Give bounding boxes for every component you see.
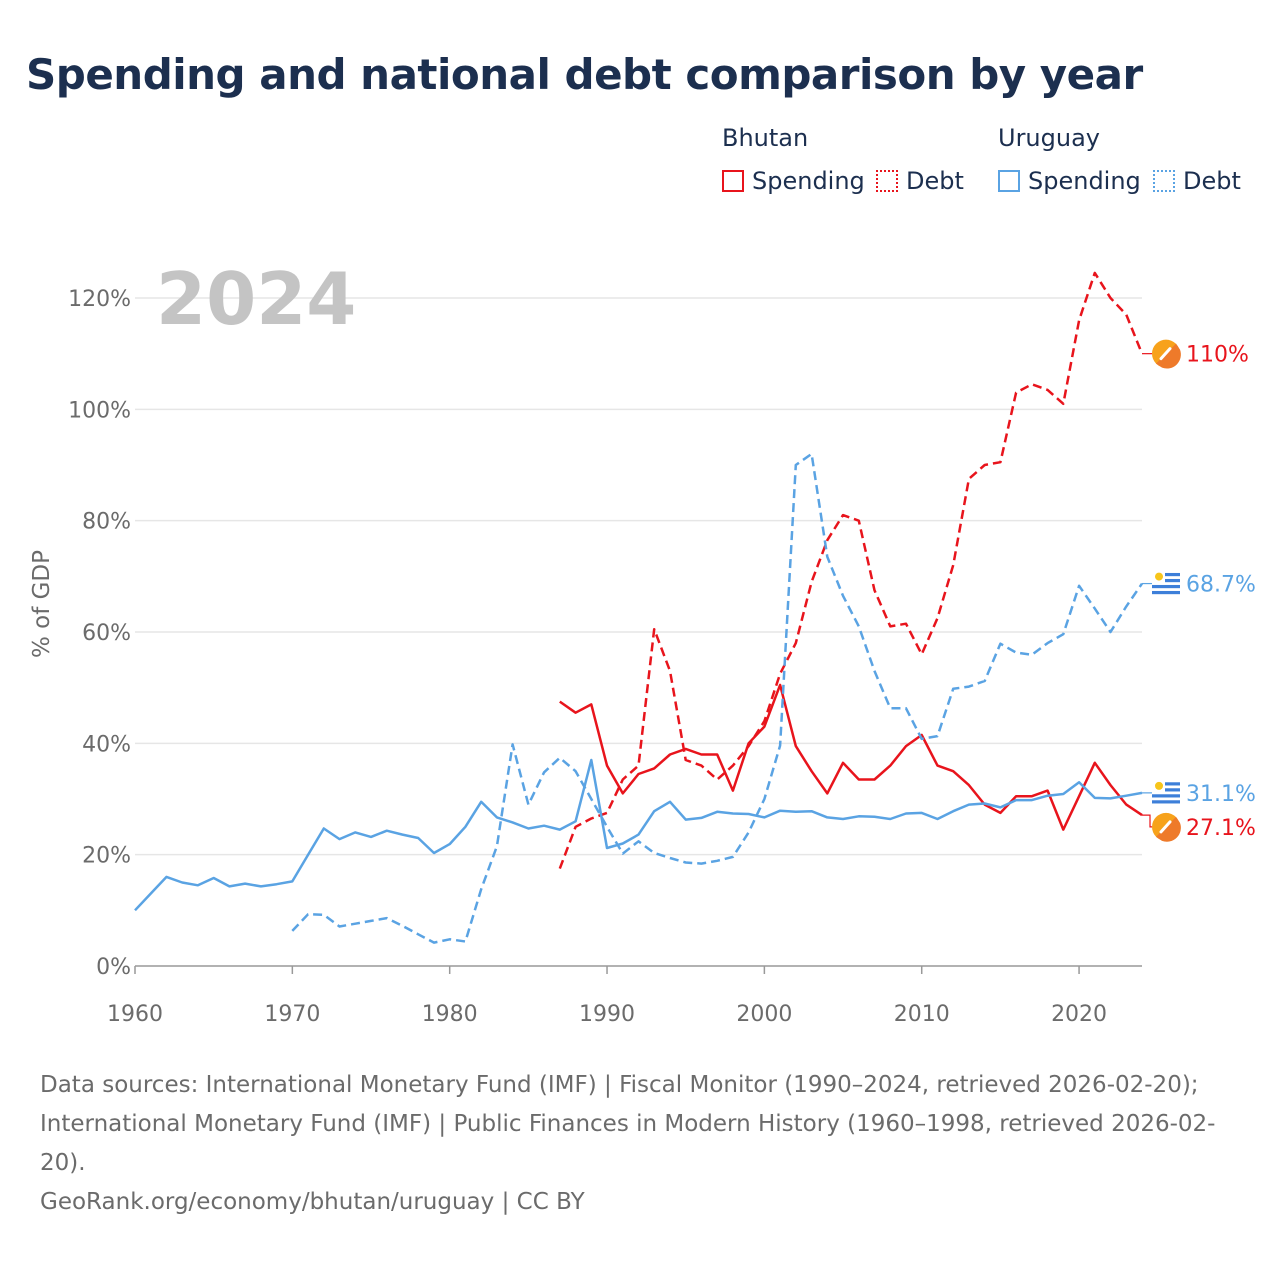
- y-tick-label: 40%: [82, 732, 131, 757]
- end-label-leader: [1142, 814, 1152, 828]
- chart-title: Spending and national debt comparison by…: [26, 50, 1143, 99]
- legend-swatch-solid-icon: [998, 170, 1020, 192]
- uruguay-flag-icon: [1152, 569, 1180, 598]
- legend-label: Spending: [752, 167, 865, 195]
- y-tick-label: 100%: [68, 398, 131, 423]
- x-tick-label: 2020: [1051, 1002, 1107, 1027]
- x-tick-label: 2010: [894, 1002, 950, 1027]
- x-tick-label: 1980: [422, 1002, 478, 1027]
- data-sources: Data sources: International Monetary Fun…: [40, 1066, 1240, 1222]
- legend-country-bhutan: Bhutan: [722, 124, 809, 152]
- line-chart: 2024 0% 20% 40% 60% 80% 100% 120% 1960 1970 1980…: [29, 257, 1256, 1027]
- y-tick-label: 60%: [82, 621, 131, 646]
- sources-link[interactable]: GeoRank.org/economy/bhutan/uruguay | CC …: [40, 1189, 585, 1215]
- legend-swatch-dotted-icon: [876, 170, 898, 192]
- series-lines: [134, 271, 1144, 944]
- series-line-uruguay-spending: [134, 758, 1143, 912]
- uruguay-flag-icon: [1152, 778, 1180, 807]
- end-value-label: 110%: [1186, 343, 1249, 368]
- x-tick-label: 1990: [579, 1002, 635, 1027]
- y-tick-label: 0%: [96, 955, 131, 980]
- y-tick-label: 120%: [68, 287, 131, 312]
- legend-uruguay-debt[interactable]: Debt: [1153, 166, 1241, 196]
- y-tick-label: 80%: [82, 510, 131, 535]
- end-value-label: 68.7%: [1186, 573, 1256, 598]
- legend-swatch-solid-icon: [722, 170, 744, 192]
- end-labels: 110% 68.7% 31.1% 27.1%: [1142, 339, 1256, 842]
- bhutan-flag-icon: [1152, 339, 1181, 369]
- legend-bhutan-debt[interactable]: Debt: [876, 166, 964, 196]
- x-axis-ticks: 1960 1970 1980 1990 2000 2010 2020: [107, 966, 1107, 1027]
- bhutan-flag-icon: [1152, 812, 1181, 842]
- y-axis-label: % of GDP: [29, 550, 55, 658]
- legend-label: Debt: [906, 167, 964, 195]
- x-tick-label: 1960: [107, 1002, 163, 1027]
- legend-country-uruguay: Uruguay: [998, 124, 1100, 152]
- sources-text: Data sources: International Monetary Fun…: [40, 1072, 1216, 1176]
- end-value-label: 27.1%: [1186, 816, 1256, 841]
- x-tick-label: 1970: [264, 1002, 320, 1027]
- series-line-uruguay-debt: [291, 452, 1144, 944]
- legend-bhutan-spending[interactable]: Spending: [722, 166, 865, 196]
- year-watermark: 2024: [156, 257, 356, 341]
- series-line-bhutan-debt: [558, 271, 1144, 870]
- legend-label: Spending: [1028, 167, 1141, 195]
- y-tick-label: 20%: [82, 844, 131, 869]
- gridlines: [135, 297, 1142, 856]
- legend-uruguay-spending[interactable]: Spending: [998, 166, 1141, 196]
- legend-label: Debt: [1183, 167, 1241, 195]
- y-axis-ticks: 0% 20% 40% 60% 80% 100% 120%: [68, 287, 131, 980]
- x-tick-label: 2000: [736, 1002, 792, 1027]
- series-line-bhutan-spending: [559, 683, 1143, 831]
- end-value-label: 31.1%: [1186, 782, 1256, 807]
- legend-swatch-dotted-icon: [1153, 170, 1175, 192]
